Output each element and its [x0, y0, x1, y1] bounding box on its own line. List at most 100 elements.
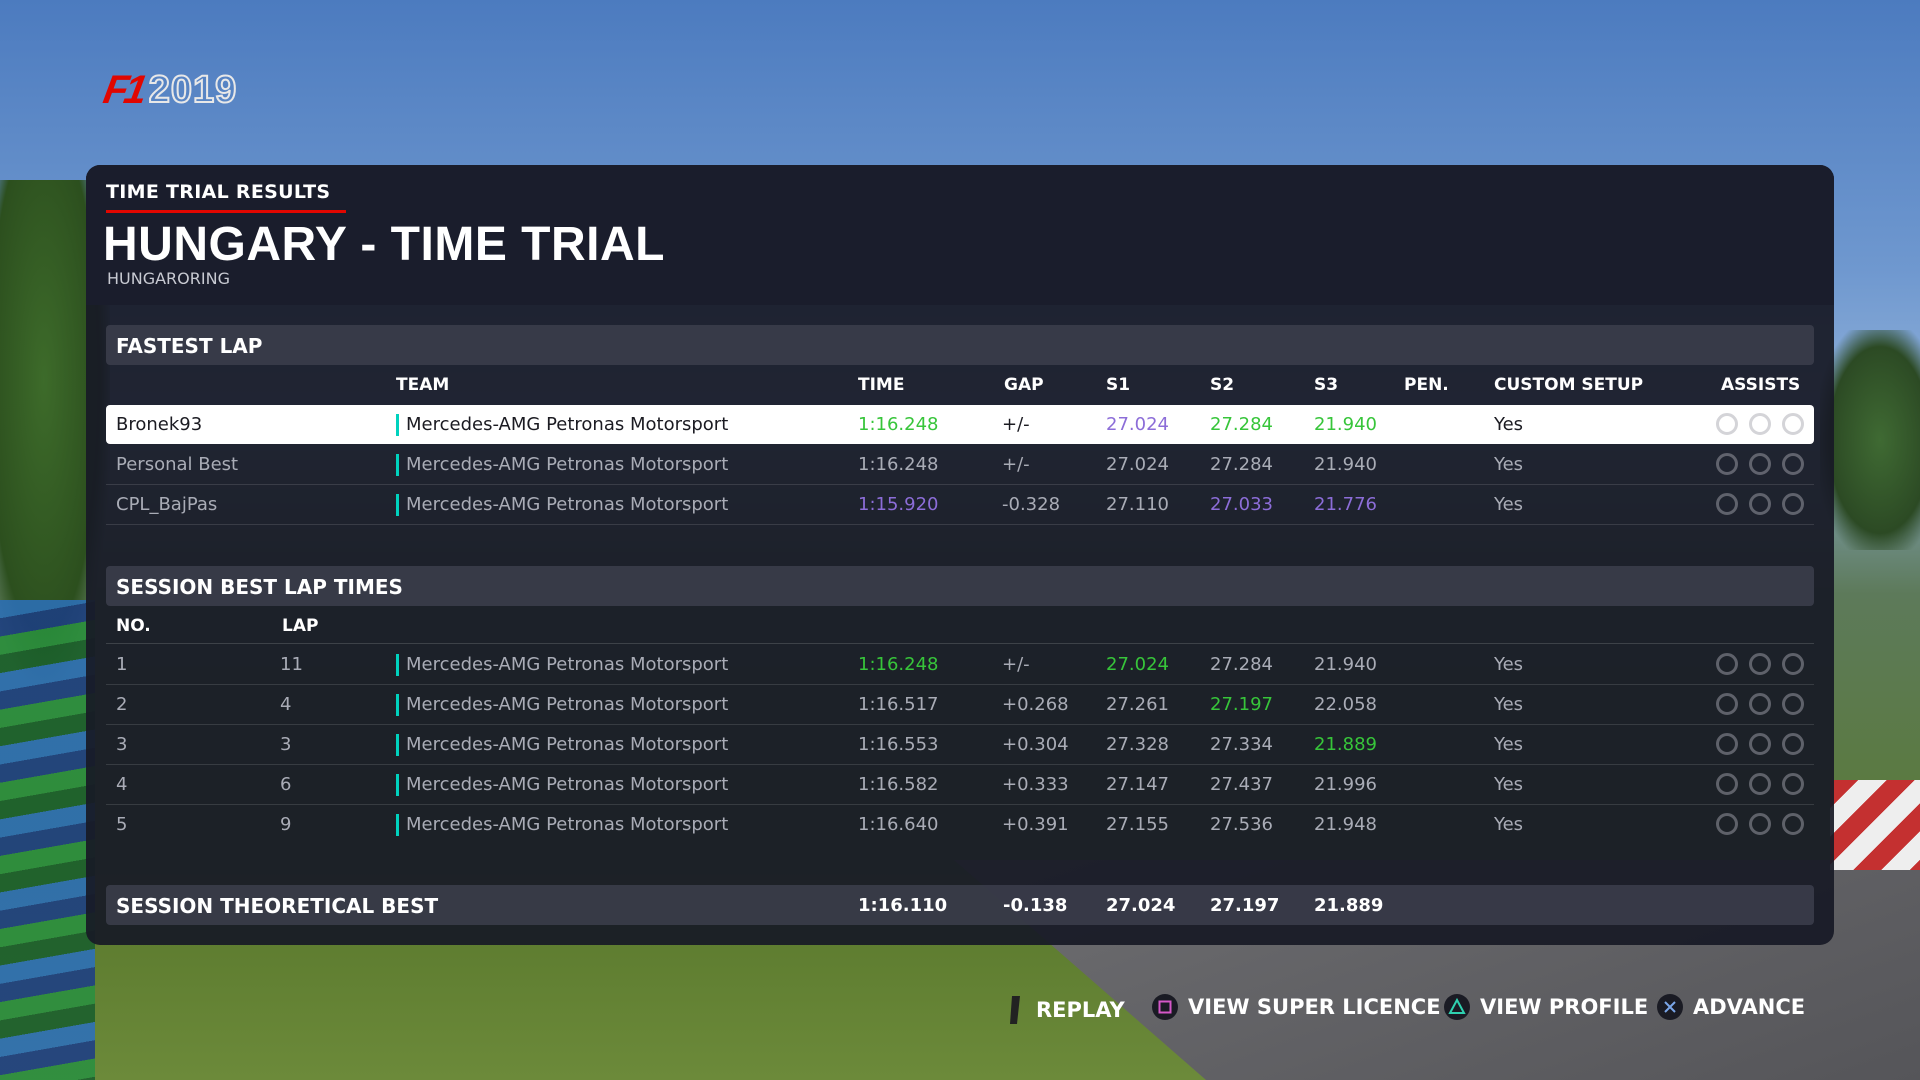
team-name: Mercedes-AMG Petronas Motorsport: [406, 694, 729, 715]
col-s1: S1: [1106, 375, 1131, 395]
team-color-bar: [396, 694, 399, 716]
col-no: NO.: [116, 616, 151, 636]
session-best-row-2[interactable]: 2 4 Mercedes-AMG Petronas Motorsport 1:1…: [106, 685, 1814, 725]
team-color-bar: [396, 454, 399, 476]
custom-setup: Yes: [1494, 654, 1524, 675]
gap: +0.333: [1002, 774, 1069, 795]
sector-2: 27.334: [1210, 734, 1273, 755]
driver-name: Personal Best: [116, 454, 239, 475]
page-title: HUNGARY - TIME TRIAL: [103, 218, 665, 271]
lap-time: 1:16.248: [858, 414, 939, 435]
col-team: TEAM: [396, 375, 450, 395]
session-best-row-3[interactable]: 3 3 Mercedes-AMG Petronas Motorsport 1:1…: [106, 725, 1814, 765]
braking-assist-icon: [1782, 413, 1804, 435]
row-number: 2: [116, 694, 128, 715]
col-time: TIME: [858, 375, 905, 395]
cross-button-icon: [1657, 994, 1683, 1020]
col-pen: PEN.: [1404, 375, 1449, 395]
sector-1: 27.024: [1106, 414, 1169, 435]
custom-setup: Yes: [1494, 414, 1524, 435]
fastest-lap-row-player[interactable]: Bronek93 Mercedes-AMG Petronas Motorspor…: [106, 405, 1814, 444]
sector-2: 27.284: [1210, 654, 1273, 675]
view-super-licence-prompt[interactable]: VIEW SUPER LICENCE: [1152, 994, 1441, 1020]
col-s3: S3: [1314, 375, 1339, 395]
row-number: 5: [116, 814, 128, 835]
session-best-row-4[interactable]: 4 6 Mercedes-AMG Petronas Motorsport 1:1…: [106, 765, 1814, 805]
gap: +/-: [1002, 654, 1030, 675]
session-best-row-5[interactable]: 5 9 Mercedes-AMG Petronas Motorsport 1:1…: [106, 805, 1814, 844]
theoretical-s3: 21.889: [1314, 895, 1384, 916]
col-gap: GAP: [1004, 375, 1044, 395]
gap: +0.304: [1002, 734, 1069, 755]
sector-2: 27.033: [1210, 494, 1273, 515]
braking-assist-icon: [1782, 653, 1804, 675]
lap-number: 11: [280, 654, 303, 675]
f1-logo-mark: F1: [100, 67, 147, 112]
lap-time: 1:16.248: [858, 454, 939, 475]
driver-name: CPL_BajPas: [116, 494, 218, 515]
sector-1: 27.024: [1106, 454, 1169, 475]
custom-setup: Yes: [1494, 454, 1524, 475]
sector-3: 21.889: [1314, 734, 1377, 755]
sector-3: 21.940: [1314, 654, 1377, 675]
lap-time: 1:16.640: [858, 814, 939, 835]
fastest-lap-row-personal-best[interactable]: Personal Best Mercedes-AMG Petronas Moto…: [106, 445, 1814, 485]
gap: +/-: [1002, 454, 1030, 475]
steering-assist-icon: [1716, 693, 1738, 715]
stick-button-icon: [1010, 996, 1020, 1024]
team-name: Mercedes-AMG Petronas Motorsport: [406, 494, 729, 515]
background-tyre-barrier: [0, 600, 95, 1080]
session-best-row-1[interactable]: 1 11 Mercedes-AMG Petronas Motorsport 1:…: [106, 645, 1814, 685]
team-name: Mercedes-AMG Petronas Motorsport: [406, 814, 729, 835]
col-custom-setup: CUSTOM SETUP: [1494, 375, 1644, 395]
sector-2: 27.437: [1210, 774, 1273, 795]
braking-assist-icon: [1782, 773, 1804, 795]
gap: +0.268: [1002, 694, 1069, 715]
lap-number: 4: [280, 694, 292, 715]
braking-assist-icon: [1782, 813, 1804, 835]
steering-assist-icon: [1716, 733, 1738, 755]
braking-assist-icon: [1782, 493, 1804, 515]
col-assists: ASSISTS: [1721, 375, 1801, 395]
col-s2: S2: [1210, 375, 1235, 395]
theoretical-best-bar: SESSION THEORETICAL BEST 1:16.110 -0.138…: [106, 885, 1814, 925]
fastest-lap-section: FASTEST LAP: [106, 325, 1814, 365]
sector-3: 21.940: [1314, 414, 1377, 435]
gear-assist-icon: [1749, 493, 1771, 515]
advance-prompt[interactable]: ADVANCE: [1657, 994, 1805, 1020]
sector-2: 27.197: [1210, 694, 1273, 715]
team-color-bar: [396, 774, 399, 796]
gap: +/-: [1002, 414, 1030, 435]
braking-assist-icon: [1782, 693, 1804, 715]
sector-3: 21.996: [1314, 774, 1377, 795]
custom-setup: Yes: [1494, 774, 1524, 795]
view-super-licence-label: VIEW SUPER LICENCE: [1188, 995, 1441, 1019]
gear-assist-icon: [1749, 773, 1771, 795]
row-number: 1: [116, 654, 128, 675]
driver-name: Bronek93: [116, 414, 203, 435]
sector-3: 22.058: [1314, 694, 1377, 715]
team-color-bar: [396, 734, 399, 756]
session-best-section: SESSION BEST LAP TIMES: [106, 566, 1814, 606]
view-profile-prompt[interactable]: VIEW PROFILE: [1444, 994, 1648, 1020]
theoretical-best-label: SESSION THEORETICAL BEST: [116, 894, 439, 918]
section-title: FASTEST LAP: [116, 334, 263, 358]
sector-2: 27.284: [1210, 454, 1273, 475]
lap-time: 1:16.248: [858, 654, 939, 675]
gear-assist-icon: [1749, 733, 1771, 755]
logo-year: 2019: [148, 68, 238, 112]
sector-1: 27.155: [1106, 814, 1169, 835]
view-profile-label: VIEW PROFILE: [1480, 995, 1649, 1019]
team-name: Mercedes-AMG Petronas Motorsport: [406, 734, 729, 755]
replay-prompt[interactable]: REPLAY: [1004, 994, 1125, 1026]
theoretical-s2: 27.197: [1210, 895, 1280, 916]
panel-header: TIME TRIAL RESULTS HUNGARY - TIME TRIAL …: [86, 165, 1834, 305]
col-lap: LAP: [282, 616, 319, 636]
steering-assist-icon: [1716, 813, 1738, 835]
row-number: 4: [116, 774, 128, 795]
gear-assist-icon: [1749, 413, 1771, 435]
sector-3: 21.940: [1314, 454, 1377, 475]
lap-time: 1:16.553: [858, 734, 939, 755]
kicker-underline: [106, 210, 346, 213]
fastest-lap-row-rival[interactable]: CPL_BajPas Mercedes-AMG Petronas Motorsp…: [106, 485, 1814, 525]
